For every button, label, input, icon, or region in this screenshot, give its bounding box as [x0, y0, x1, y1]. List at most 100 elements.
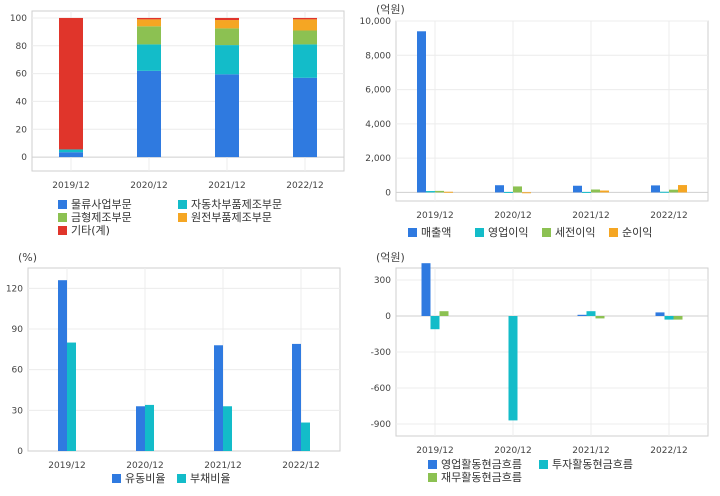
legend-swatch: [178, 200, 187, 209]
y-tick-label: 80: [16, 42, 28, 52]
legend-swatch: [428, 460, 437, 469]
legend-label: 금형제조부문: [71, 211, 132, 224]
y-tick-label: 20: [16, 125, 28, 135]
x-tick-label: 2019/12: [416, 446, 453, 456]
bar: [678, 185, 687, 193]
bar: [59, 149, 83, 153]
bar: [595, 316, 605, 319]
bar: [660, 191, 669, 193]
bar: [59, 17, 83, 150]
y-tick-label: 30: [12, 406, 24, 416]
y-tick-label: 100: [10, 14, 27, 24]
unit-label: (억원): [376, 3, 405, 16]
bar: [600, 190, 609, 193]
bar: [215, 17, 239, 21]
bar: [137, 17, 161, 20]
bar: [293, 44, 317, 78]
bar: [137, 44, 161, 71]
bar: [444, 191, 453, 193]
legend-label: 기타(계): [71, 224, 110, 237]
bar: [522, 192, 531, 194]
bar: [573, 185, 582, 193]
legend-swatch: [178, 213, 187, 222]
x-tick-label: 2020/12: [494, 446, 531, 456]
x-tick-label: 2019/12: [48, 461, 85, 471]
x-tick-label: 2022/12: [286, 181, 323, 191]
x-tick-label: 2020/12: [130, 181, 167, 191]
legend-label: 매출액: [421, 226, 451, 239]
chart-cash-flows: -900 -600 -300 0 300 2019/12 2020/12 2021/12 202…: [371, 251, 709, 484]
bar: [426, 191, 435, 193]
legend-swatch: [58, 213, 67, 222]
y-tick-label: 10,000: [360, 17, 392, 27]
legend-label: 원전부품제조부문: [191, 211, 272, 224]
bar: [223, 406, 232, 451]
x-tick-label: 2021/12: [572, 211, 609, 221]
bar: [293, 19, 317, 31]
legend-label: 세전이익: [555, 226, 595, 239]
legend-swatch: [408, 228, 417, 237]
bar: [435, 190, 444, 193]
bar: [664, 316, 674, 320]
bar: [215, 20, 239, 29]
bar: [430, 316, 440, 330]
y-tick-label: 0: [385, 312, 391, 322]
bar: [513, 186, 522, 193]
bar: [673, 316, 683, 320]
y-tick-label: 0: [21, 153, 27, 163]
y-tick-label: 60: [16, 70, 28, 80]
bar: [292, 343, 301, 451]
plot-frame: [395, 20, 709, 202]
y-tick-label: -900: [371, 420, 392, 430]
bar: [651, 185, 660, 193]
bar: [582, 191, 591, 193]
y-tick-label: 60: [12, 366, 24, 376]
bar: [439, 311, 449, 316]
bar: [591, 189, 600, 193]
bar: [145, 404, 154, 451]
bar: [59, 152, 83, 158]
bar: [137, 19, 161, 27]
bar: [58, 280, 67, 451]
x-tick-label: 2020/12: [494, 211, 531, 221]
legend-label: 부채비율: [190, 472, 230, 485]
bar: [67, 342, 76, 451]
legend-swatch: [542, 228, 551, 237]
x-tick-label: 2019/12: [52, 181, 89, 191]
bar: [136, 406, 145, 451]
y-tick-label: -600: [371, 384, 392, 394]
legend-swatch: [177, 474, 186, 483]
bar: [421, 263, 431, 316]
legend-label: 영업활동현금흐름: [441, 457, 522, 471]
bar: [417, 31, 426, 193]
bar: [586, 311, 596, 316]
y-tick-label: 2,000: [365, 154, 391, 164]
legend-label: 재무활동현금흐름: [441, 470, 522, 484]
bar: [495, 185, 504, 193]
bar: [301, 422, 310, 451]
x-tick-label: 2022/12: [282, 461, 319, 471]
x-tick-label: 2021/12: [204, 461, 241, 471]
bar: [137, 70, 161, 158]
y-tick-label: 6,000: [365, 86, 391, 96]
bar: [293, 30, 317, 45]
y-tick-label: 120: [6, 284, 23, 294]
bar: [215, 45, 239, 75]
legend-label: 물류사업부문: [71, 198, 132, 211]
x-tick-label: 2020/12: [126, 461, 163, 471]
y-tick-label: 4,000: [365, 120, 391, 130]
legend-swatch: [539, 460, 548, 469]
unit-label: (%): [18, 251, 37, 264]
y-tick-label: 0: [17, 447, 23, 457]
bar: [504, 191, 513, 193]
legend-label: 투자활동현금흐름: [552, 457, 633, 471]
chart-liquidity-ratios: 0 30 60 90 120 2019/12 2020/12 2021/12 2022/12 (%…: [6, 251, 341, 485]
bar: [215, 28, 239, 46]
bar: [508, 316, 518, 421]
x-tick-label: 2022/12: [650, 446, 687, 456]
bar: [655, 312, 665, 316]
bar: [214, 345, 223, 451]
y-tick-label: 8,000: [365, 51, 391, 61]
legend-label: 순이익: [622, 226, 652, 239]
